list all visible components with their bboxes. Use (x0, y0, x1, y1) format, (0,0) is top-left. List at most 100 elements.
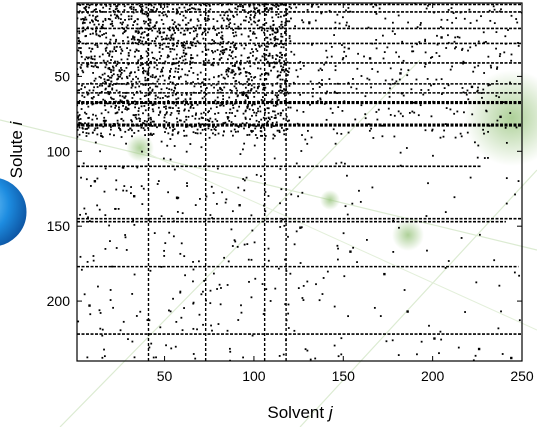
matrix-entry (133, 55, 136, 58)
matrix-entry (192, 261, 194, 263)
matrix-entry (419, 102, 421, 105)
matrix-entry (137, 43, 140, 46)
matrix-entry (347, 315, 349, 318)
matrix-entry (231, 123, 234, 126)
matrix-entry (260, 29, 263, 32)
matrix-entry (189, 105, 192, 108)
matrix-entry (431, 129, 434, 132)
matrix-entry (282, 353, 285, 356)
matrix-entry (270, 42, 272, 44)
matrix-entry (184, 33, 186, 36)
matrix-entry (286, 12, 289, 15)
matrix-entry (406, 101, 409, 104)
matrix-entry (115, 188, 118, 191)
matrix-entry (455, 17, 458, 20)
matrix-entry (239, 63, 242, 66)
matrix-entry (284, 21, 287, 24)
matrix-entry (162, 7, 164, 10)
matrix-entry (172, 44, 174, 47)
matrix-entry (201, 128, 204, 131)
matrix-entry (151, 134, 153, 136)
matrix-entry (215, 106, 218, 108)
matrix-entry (238, 67, 241, 70)
matrix-entry (384, 17, 387, 20)
matrix-entry (306, 280, 309, 283)
matrix-entry (178, 76, 180, 79)
matrix-entry (173, 76, 176, 78)
matrix-entry (151, 89, 154, 92)
matrix-entry (394, 33, 396, 35)
matrix-entry (169, 107, 172, 109)
matrix-entry (265, 13, 268, 16)
matrix-entry (86, 93, 89, 96)
matrix-entry (192, 26, 195, 28)
matrix-entry (379, 315, 382, 317)
matrix-entry (194, 45, 197, 48)
matrix-entry (280, 54, 283, 56)
matrix-entry (82, 26, 85, 29)
matrix-entry (219, 86, 221, 89)
matrix-entry (218, 58, 221, 61)
matrix-entry (298, 176, 301, 179)
matrix-entry (84, 111, 86, 114)
matrix-entry (80, 176, 82, 179)
matrix-entry (154, 85, 157, 88)
matrix-entry (192, 72, 195, 74)
matrix-entry (372, 137, 375, 139)
matrix-entry (139, 64, 142, 67)
matrix-entry (127, 103, 130, 106)
matrix-entry (449, 108, 452, 111)
matrix-entry (287, 312, 290, 315)
matrix-entry (274, 94, 277, 97)
matrix-entry (147, 70, 150, 73)
matrix-entry (513, 271, 516, 274)
matrix-entry (496, 68, 498, 70)
matrix-entry (220, 4, 223, 7)
matrix-entry (207, 17, 209, 20)
matrix-entry (112, 73, 115, 76)
matrix-entry (387, 107, 390, 110)
matrix-entry (234, 56, 237, 58)
data-points (77, 3, 522, 361)
matrix-entry (214, 29, 217, 31)
matrix-entry (146, 79, 149, 82)
matrix-entry (147, 23, 150, 25)
matrix-entry (104, 167, 107, 170)
matrix-entry (371, 186, 374, 189)
matrix-entry (121, 23, 124, 26)
matrix-entry (116, 10, 119, 13)
matrix-entry (138, 3, 141, 5)
matrix-entry (251, 103, 254, 106)
matrix-entry (260, 44, 263, 47)
matrix-entry (226, 116, 229, 118)
matrix-entry (137, 59, 140, 62)
matrix-entry (153, 57, 156, 60)
matrix-entry (221, 103, 224, 106)
matrix-entry (281, 26, 284, 29)
matrix-entry (254, 127, 257, 130)
matrix-entry (267, 45, 269, 48)
matrix-entry (190, 18, 192, 21)
matrix-entry (169, 75, 171, 77)
matrix-entry (83, 21, 86, 24)
matrix-entry (306, 9, 309, 11)
matrix-entry (424, 40, 426, 43)
matrix-entry (100, 76, 102, 79)
matrix-entry (389, 83, 392, 86)
matrix-entry (213, 40, 215, 43)
matrix-entry (239, 153, 242, 155)
matrix-entry (237, 5, 240, 8)
data-point (231, 69, 234, 72)
matrix-entry (265, 49, 268, 52)
matrix-entry (177, 97, 180, 100)
matrix-entry (433, 11, 435, 14)
matrix-entry (173, 48, 176, 51)
matrix-entry (348, 25, 350, 28)
matrix-entry (241, 93, 244, 96)
matrix-entry (146, 34, 148, 37)
matrix-entry (229, 49, 231, 51)
matrix-entry (255, 112, 258, 114)
matrix-entry (283, 129, 285, 132)
matrix-entry (401, 61, 404, 64)
matrix-entry (285, 339, 287, 342)
